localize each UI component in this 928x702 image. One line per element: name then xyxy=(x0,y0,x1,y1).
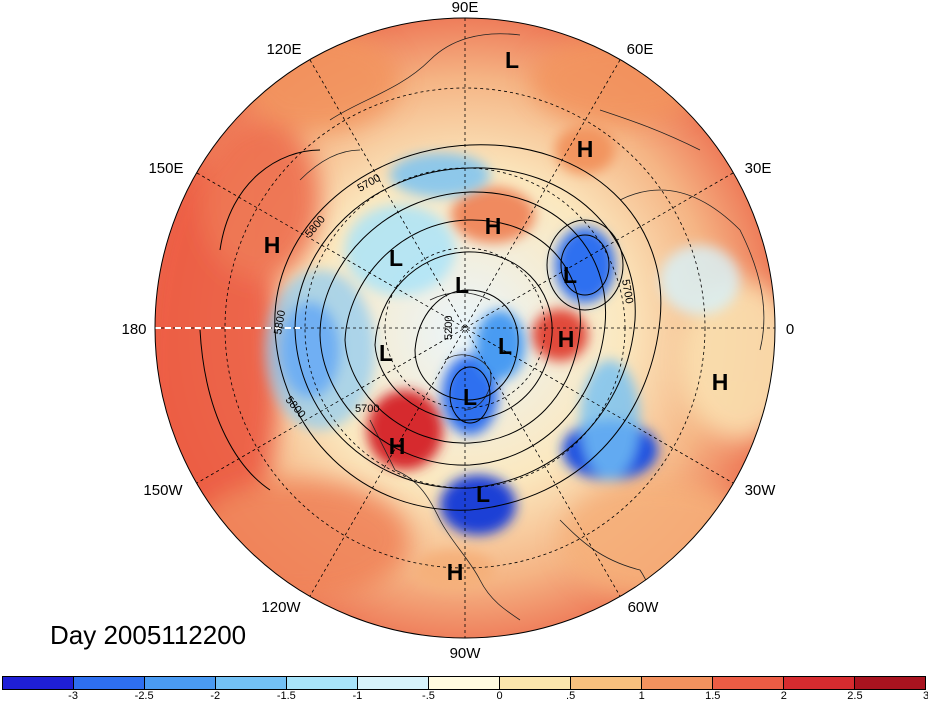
coastlines xyxy=(299,33,765,638)
anomaly-field xyxy=(155,18,775,638)
colorbar-label: -1.5 xyxy=(276,690,296,702)
height-contours xyxy=(199,144,662,511)
pressure-system-marker: L xyxy=(476,481,490,507)
lon-label-30e: 30E xyxy=(745,160,772,177)
longitude-labels: 90E 60E 30E 0 30W 60W 90W 120W 150W 180 … xyxy=(121,0,794,662)
lon-label-180: 180 xyxy=(121,321,146,338)
colorbar-cell xyxy=(145,677,216,689)
colorbar-cell xyxy=(216,677,287,689)
colorbar-label: 2 xyxy=(780,690,787,702)
lon-label-60w: 60W xyxy=(628,599,660,616)
pressure-system-marker: L xyxy=(498,333,512,359)
contour-label: 5800 xyxy=(272,309,288,335)
colorbar-cell xyxy=(642,677,713,689)
colorbar-label: 1 xyxy=(638,690,645,702)
colorbar-cell xyxy=(3,677,74,689)
colorbar-label: -1 xyxy=(352,690,363,702)
pressure-system-marker: H xyxy=(558,326,575,352)
pressure-system-marker: L xyxy=(563,262,577,288)
pressure-system-marker: L xyxy=(455,272,469,298)
colorbar-label: 0 xyxy=(496,690,503,702)
lon-label-30w: 30W xyxy=(745,482,777,499)
colorbar-label: 1.5 xyxy=(705,690,721,702)
colorbar-cell xyxy=(287,677,358,689)
pressure-system-marker: H xyxy=(712,369,729,395)
pressure-system-marker: L xyxy=(389,245,403,271)
lon-label-150w: 150W xyxy=(143,482,183,499)
lon-label-90e: 90E xyxy=(452,0,479,16)
contour-label: 5200 xyxy=(443,316,455,340)
pressure-system-marker: L xyxy=(379,340,393,366)
colorbar-cell xyxy=(429,677,500,689)
colorbar-cell xyxy=(571,677,642,689)
lon-label-60e: 60E xyxy=(627,41,654,58)
colorbar-cell xyxy=(713,677,784,689)
lon-label-120w: 120W xyxy=(261,599,301,616)
lon-label-150e: 150E xyxy=(148,160,183,177)
pressure-system-marker: L xyxy=(505,47,519,73)
colorbar-cell xyxy=(500,677,571,689)
globe-border xyxy=(154,17,776,639)
colorbar-cell xyxy=(784,677,855,689)
pressure-system-marker: H xyxy=(577,136,594,162)
contour-label: 5700 xyxy=(355,403,379,415)
pressure-system-marker: L xyxy=(463,384,477,410)
map-title: Day 2005112200 xyxy=(50,620,247,650)
colorbar xyxy=(2,676,926,690)
pressure-system-marker: H xyxy=(264,232,281,258)
colorbar-label: -2 xyxy=(210,690,221,702)
colorbar-label: 3 xyxy=(922,690,928,702)
colorbar-cell xyxy=(74,677,145,689)
lon-label-120e: 120E xyxy=(266,41,301,58)
colorbar-label: -2.5 xyxy=(134,690,154,702)
pressure-system-marker: H xyxy=(447,559,464,585)
colorbar-cell xyxy=(855,677,925,689)
pressure-system-marker: H xyxy=(485,213,502,239)
colorbar-labels: -3 -2.5 -2 -1.5 -1 -.5 0 .5 1 1.5 2 2.5 3 xyxy=(2,690,928,702)
colorbar-label: -3 xyxy=(68,690,78,702)
colorbar-label: -.5 xyxy=(422,690,435,702)
lon-label-90w: 90W xyxy=(450,645,482,662)
colorbar-label: .5 xyxy=(566,690,576,702)
pressure-system-marker: H xyxy=(389,433,406,459)
lon-label-0: 0 xyxy=(786,321,794,338)
contour-label: 5700 xyxy=(619,278,635,304)
pressure-systems: L H H H L L L H L H L L H L H xyxy=(264,47,729,585)
colorbar-label: 2.5 xyxy=(847,690,863,702)
colorbar-cell xyxy=(358,677,429,689)
